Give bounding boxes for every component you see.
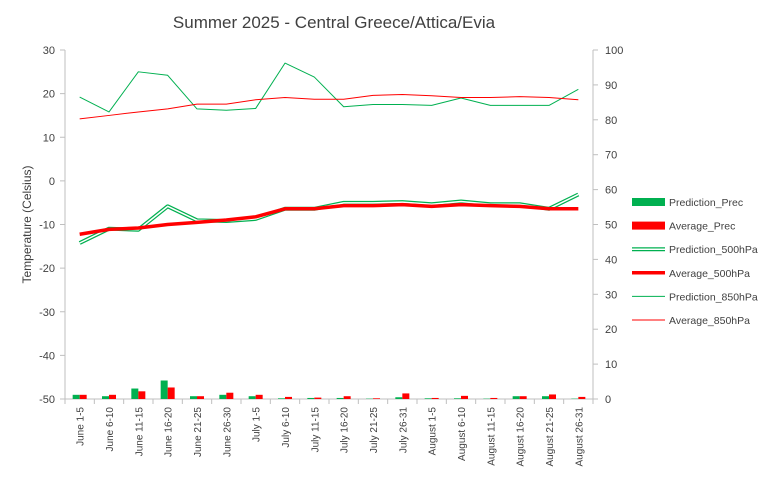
bar-average-prec [167,387,175,399]
left-tick-label: -40 [39,350,55,362]
right-tick-label: 60 [605,185,617,197]
bar-prediction-prec [424,398,432,399]
x-tick-label: August 21-25 [545,407,556,467]
legend: Prediction_Prec Average_Prec Prediction_50… [632,197,758,327]
bar-prediction-prec [248,396,256,399]
bar-average-prec [402,393,410,399]
bar-average-prec [79,394,87,399]
bar-average-prec [255,394,263,399]
left-tick-label: 30 [43,45,55,57]
x-tick-label: June 6-10 [105,407,116,452]
chart-title: Summer 2025 - Central Greece/Attica/Evia [173,13,496,32]
right-tick-label: 70 [605,150,617,162]
bar-average-prec [373,398,380,399]
x-tick-label: July 11-15 [310,407,321,453]
legend-label-average-500hpa: Average_500hPa [669,268,750,280]
right-tick-label: 0 [605,394,611,406]
bar-prediction-prec [307,397,315,399]
line-average-850hpa [79,93,579,120]
legend-label-prediction-prec: Prediction_Prec [669,197,743,209]
legend-label-average-850hpa: Average_850hPa [669,315,750,327]
bar-average-prec [138,391,146,399]
x-tick-label: July 6-10 [281,407,292,448]
bar-average-prec [314,397,322,399]
right-tick-label: 20 [605,324,617,336]
plot-area: 3020100-10-20-30-40-50100908070605040302… [39,45,623,467]
bar-average-prec [431,397,439,399]
bar-prediction-prec [219,394,227,399]
bar-average-prec [490,397,498,399]
bar-prediction-prec [190,396,197,399]
bar-average-prec [519,396,527,399]
left-tick-label: -30 [39,307,55,319]
legend-label-prediction-850hpa: Prediction_850hPa [669,291,758,303]
bar-prediction-prec [512,396,520,399]
x-tick-label: August 6-10 [457,407,468,461]
x-tick-label: August 26-31 [574,407,585,467]
x-tick-label: August 16-20 [516,407,527,467]
bar-average-prec [343,396,351,399]
bar-prediction-prec [131,388,139,399]
bar-prediction-prec [336,397,344,399]
bar-average-prec [285,396,292,399]
legend-swatch-prediction-prec [632,198,665,206]
bar-average-prec [226,392,234,399]
x-tick-label: July 16-20 [340,407,351,454]
bar-prediction-prec [72,394,80,399]
bar-average-prec [461,395,468,399]
x-tick-label: June 16-20 [164,407,175,457]
bar-prediction-prec [102,396,109,399]
bar-prediction-prec [160,380,168,399]
right-tick-label: 90 [605,80,617,92]
line-prediction-500hpa-outer [78,192,580,245]
right-tick-label: 40 [605,254,617,266]
right-tick-label: 10 [605,359,617,371]
x-tick-label: July 21-25 [369,407,380,454]
bar-prediction-prec [454,398,461,399]
right-tick-label: 100 [605,45,623,57]
legend-label-average-prec: Average_Prec [669,221,735,233]
y-axis-label: Temperature (Celsius) [20,165,34,283]
bar-prediction-prec [278,398,285,399]
x-tick-label: June 21-25 [193,407,204,457]
right-tick-label: 30 [605,289,617,301]
bar-prediction-prec [395,397,403,399]
left-tick-label: -20 [39,263,55,275]
x-tick-label: June 26-30 [222,407,233,457]
right-tick-label: 50 [605,220,617,232]
left-tick-label: 0 [49,176,55,188]
x-tick-label: July 26-31 [398,407,409,454]
bar-average-prec [549,394,556,399]
bar-prediction-prec [542,396,549,399]
left-tick-label: 20 [43,89,55,101]
bar-average-prec [197,396,204,399]
x-tick-label: June 11-15 [134,407,145,457]
right-tick-label: 80 [605,115,617,127]
line-average-500hpa [79,202,579,236]
x-tick-label: July 1-5 [252,407,263,442]
bar-average-prec [578,396,586,399]
left-tick-label: 10 [43,132,55,144]
line-prediction-850hpa [79,62,579,113]
x-tick-label: August 1-5 [428,407,439,456]
legend-swatch-average-prec [632,221,665,230]
left-tick-label: -10 [39,220,55,232]
left-tick-label: -50 [39,394,55,406]
x-tick-label: August 11-15 [486,407,497,466]
x-tick-label: June 1-5 [76,407,87,446]
legend-label-prediction-500hpa: Prediction_500hPa [669,244,758,256]
bar-average-prec [109,394,116,399]
